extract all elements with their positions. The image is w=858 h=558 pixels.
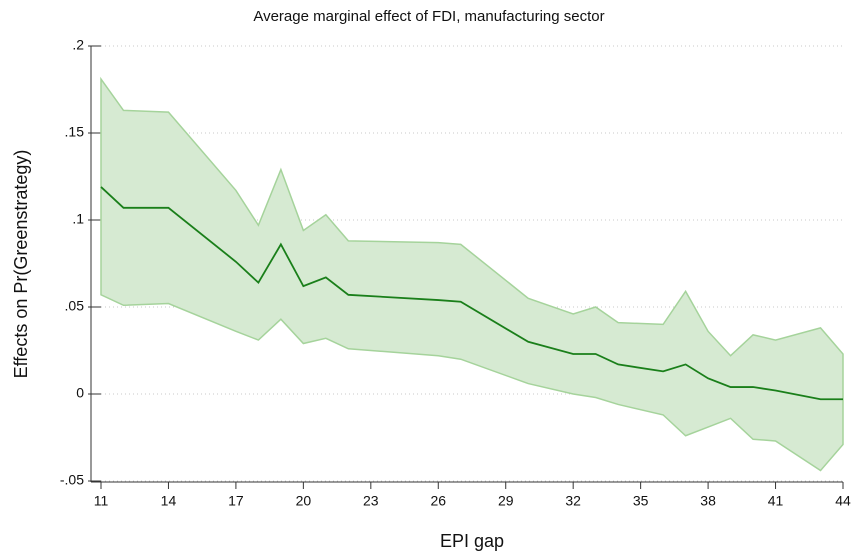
x-tick-label: 38 <box>700 493 716 509</box>
x-tick-label: 14 <box>161 493 177 509</box>
x-tick-label: 44 <box>835 493 851 509</box>
x-tick-label: 20 <box>296 493 312 509</box>
y-tick-label: 0 <box>76 385 84 401</box>
y-tick-label: .1 <box>72 211 84 227</box>
x-tick-label: 17 <box>228 493 244 509</box>
y-tick-label: .15 <box>65 124 85 140</box>
x-tick-label: 29 <box>498 493 514 509</box>
x-tick-label: 23 <box>363 493 379 509</box>
y-tick-label: .2 <box>72 37 84 53</box>
y-axis-title: Effects on Pr(Greenstrategy) <box>11 150 31 379</box>
confidence-band <box>100 76 844 472</box>
x-tick-label: 32 <box>565 493 581 509</box>
chart-title: Average marginal effect of FDI, manufact… <box>253 8 604 25</box>
x-tick-label: 11 <box>94 493 109 509</box>
y-tick-label: -.05 <box>60 472 84 488</box>
y-tick-label: .05 <box>65 298 85 314</box>
x-axis-title: EPI gap <box>440 531 504 551</box>
x-tick-label: 26 <box>430 493 446 509</box>
x-tick-label: 35 <box>633 493 649 509</box>
x-tick-label: 41 <box>768 493 784 509</box>
line <box>100 186 843 401</box>
